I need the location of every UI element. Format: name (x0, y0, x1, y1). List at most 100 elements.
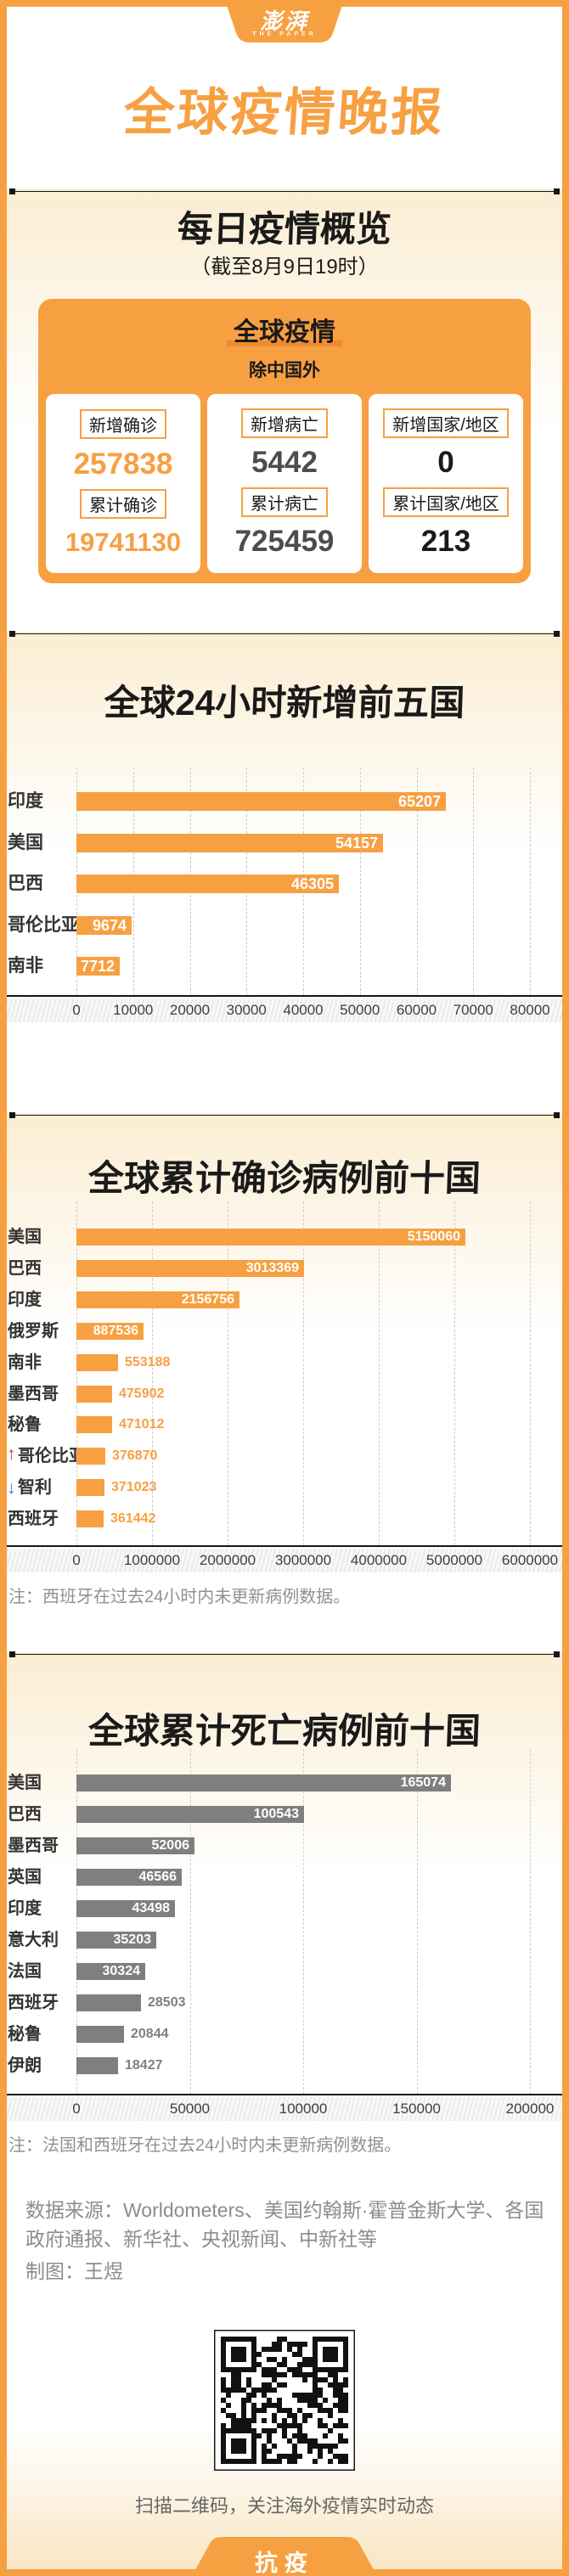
country-label: 巴西 (8, 874, 43, 893)
bar-value-label: 7712 (80, 958, 115, 975)
chart-note: 注：法国和西班牙在过去24小时内未更新病例数据。 (8, 2136, 402, 2155)
stats-box-subtitle: 除中国外 (249, 361, 320, 380)
stat-label-chip: 新增确诊 (80, 408, 166, 439)
bar (76, 1354, 118, 1371)
grid-line (303, 1201, 304, 1545)
stat-label-chip: 累计国家/地区 (383, 487, 509, 517)
country-label: 墨西哥 (8, 1836, 59, 1855)
bar (76, 1448, 105, 1465)
chart-note: 注：西班牙在过去24小时内未更新病例数据。 (8, 1588, 351, 1606)
axis-tick-label: 40000 (283, 1002, 324, 1018)
country-label: 哥伦比亚 (18, 1447, 86, 1465)
axis-band: 0 50000 100000 150000 200000 (7, 2097, 562, 2121)
chart-title-deaths: 全球累计死亡病例前十国 (87, 1711, 482, 1751)
bar-value-label: 43498 (132, 1901, 171, 1915)
country-label: 美国 (8, 1774, 42, 1792)
country-label: 南非 (8, 1353, 42, 1372)
axis-line (7, 2094, 562, 2095)
stat-value: 5442 (251, 446, 318, 479)
brand-logo-subtext: THE PAPER (252, 31, 317, 37)
country-label: 美国 (8, 833, 43, 852)
bar-value-label: 20844 (131, 2027, 169, 2041)
stat-label-chip: 累计病亡 (241, 487, 328, 517)
section-divider (9, 1112, 560, 1118)
bar (76, 1479, 104, 1496)
qr-caption: 扫描二维码，关注海外疫情实时动态 (134, 2495, 434, 2517)
stat-value: 257838 (73, 447, 173, 481)
chart-title-new-cases: 全球24小时新增前五国 (103, 683, 466, 723)
country-label: 秘鲁 (8, 2025, 42, 2044)
bar (76, 1386, 112, 1403)
axis-tick-label: 100000 (279, 2101, 328, 2117)
axis-line (7, 1545, 562, 1547)
stat-value: 0 (437, 446, 454, 479)
qr-code (214, 2330, 355, 2471)
grid-line (530, 1201, 531, 1545)
axis-tick-label: 200000 (505, 2101, 555, 2117)
global-stats-box: 全球疫情 除中国外 新增确诊 257838 累计确诊 19741130 新增病亡… (38, 299, 531, 583)
axis-tick-label: 3000000 (274, 1552, 332, 1568)
bar-value-label: 28503 (148, 1995, 186, 2010)
data-source-text: 数据来源：Worldometers、美国约翰斯·霍普金斯大学、各国政府通报、新华… (25, 2199, 544, 2250)
stat-value: 213 (420, 525, 471, 558)
axis-tick-label: 70000 (453, 1002, 493, 1018)
country-label: 意大利 (8, 1931, 59, 1949)
bar-value-label: 3013369 (245, 1261, 299, 1275)
axis-tick-label: 50000 (340, 1002, 380, 1018)
country-label: 法国 (8, 1962, 42, 1981)
axis-tick-label: 6000000 (501, 1552, 559, 1568)
axis-tick-labels: 0 1000000 2000000 3000000 4000000 5000000 6000… (72, 1549, 558, 1572)
country-label: 印度 (8, 1899, 42, 1918)
axis-tick-labels: 0 10000 20000 30000 40000 50000 60000 70000 8000… (72, 998, 549, 1022)
stats-box-title: 全球疫情 (234, 318, 335, 346)
rank-up-icon: ↑ (7, 1444, 16, 1464)
stat-label-chip: 累计确诊 (80, 489, 166, 520)
stat-value: 19741130 (65, 527, 182, 558)
brand-tab-shape (225, 0, 344, 42)
country-label: 墨西哥 (8, 1385, 59, 1403)
grid-line (303, 1749, 304, 2094)
bar-value-label: 376870 (112, 1448, 158, 1463)
country-label: 巴西 (8, 1805, 42, 1824)
bar-value-label: 18427 (125, 2058, 163, 2073)
axis-tick-label: 30000 (226, 1002, 267, 1018)
bar-value-label: 30324 (102, 1964, 141, 1978)
country-label: 印度 (8, 1291, 42, 1309)
country-label: 秘鲁 (8, 1415, 42, 1434)
stat-value: 725459 (234, 525, 335, 558)
axis-tick-label: 50000 (169, 2101, 211, 2117)
axis-line (7, 995, 562, 997)
overview-subheading: （截至8月9日19时） (190, 256, 379, 278)
bar-value-label: 46305 (290, 875, 334, 892)
section-divider (9, 1651, 560, 1657)
bar (76, 2026, 124, 2043)
grid-line (473, 768, 475, 995)
axis-tick-label: 60000 (396, 1002, 437, 1018)
axis-tick-label: 1000000 (123, 1552, 181, 1568)
bar-value-label: 9674 (92, 917, 127, 934)
country-label: 英国 (8, 1868, 42, 1887)
bar-value-label: 361442 (110, 1511, 156, 1526)
axis-tick-label: 4000000 (350, 1552, 408, 1568)
bar-value-label: 887536 (93, 1324, 138, 1338)
stat-card-confirmed: 新增确诊 257838 累计确诊 19741130 (46, 394, 200, 573)
section-divider (9, 631, 560, 637)
bar-chart-new-cases-top5: 印度 65207 美国 54157 巴西 46305 哥伦比亚 9674 南非 7712 0 1000… (7, 756, 562, 1036)
grid-line (454, 1201, 455, 1545)
axis-tick-label: 150000 (392, 2101, 441, 2117)
bar (76, 1994, 141, 2011)
brand-logo-icon: 澎湃 (259, 8, 309, 34)
bar (76, 1416, 112, 1433)
bar-value-label: 2156756 (181, 1292, 234, 1307)
bar-value-label: 165074 (400, 1775, 446, 1790)
bar-value-label: 475902 (119, 1386, 165, 1401)
axis-tick-labels: 0 50000 100000 150000 200000 (72, 2097, 554, 2121)
axis-tick-label: 0 (72, 2101, 81, 2117)
axis-tick-label: 0 (72, 1002, 81, 1018)
bar-value-label: 553188 (125, 1355, 171, 1370)
chart-title-confirmed: 全球累计确诊病例前十国 (87, 1158, 482, 1198)
rank-down-icon: ↓ (7, 1478, 16, 1498)
country-label: 西班牙 (8, 1994, 59, 2012)
grid-line (416, 1749, 418, 2094)
